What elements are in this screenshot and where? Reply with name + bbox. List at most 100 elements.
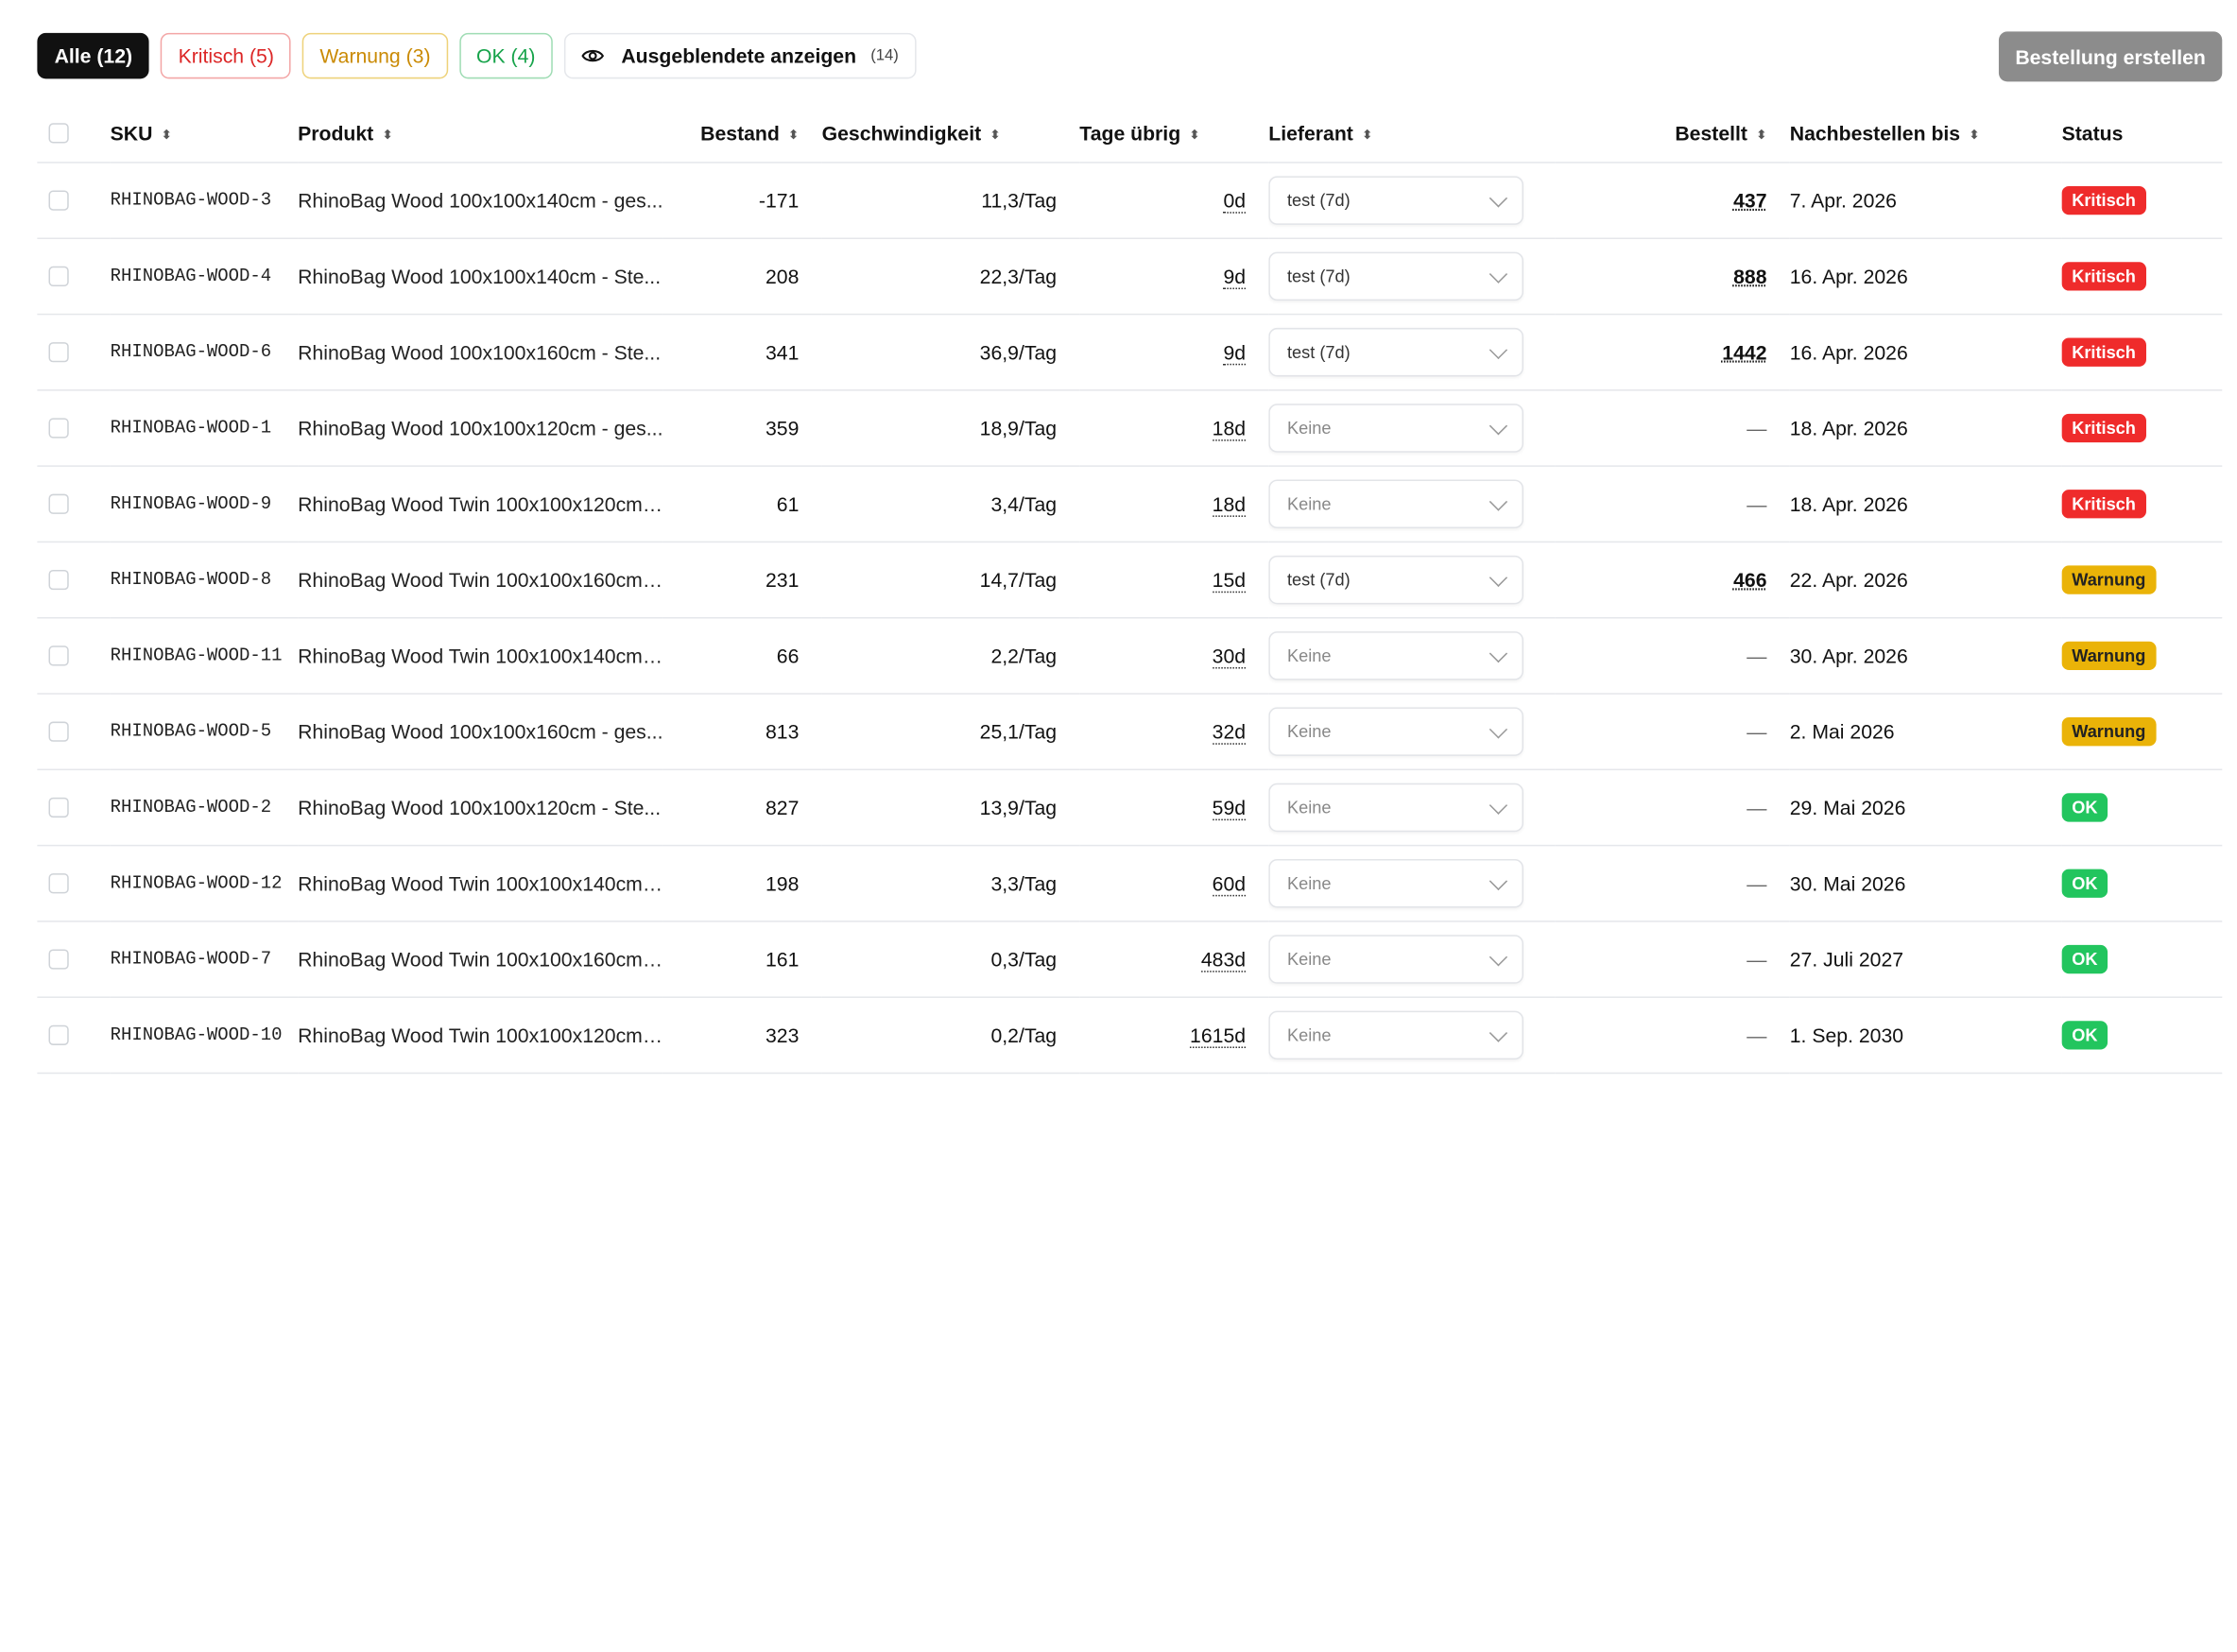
supplier-select[interactable]: Keine (1268, 707, 1523, 756)
show-hidden-toggle[interactable]: Ausgeblendete anzeigen (14) (563, 32, 917, 79)
ordered-value[interactable]: 437 (1733, 188, 1767, 213)
days-left-cell: 18d (1079, 389, 1269, 467)
table-row[interactable]: RHINOBAG-WOOD-5 RhinoBag Wood 100x100x160… (37, 694, 2223, 771)
days-left-value[interactable]: 59d (1212, 796, 1247, 821)
filter-warning[interactable]: Warnung (3) (302, 32, 448, 79)
filter-all[interactable]: Alle (12) (37, 32, 150, 79)
supplier-cell: Keine (1268, 617, 1556, 695)
days-left-value[interactable]: 9d (1223, 340, 1247, 366)
table-row[interactable]: RHINOBAG-WOOD-12 RhinoBag Wood Twin 100x1… (37, 845, 2223, 922)
row-checkbox[interactable] (48, 873, 69, 894)
ordered-cell: — (1555, 466, 1790, 543)
days-left-value[interactable]: 0d (1223, 188, 1247, 214)
select-all-checkbox[interactable] (48, 123, 69, 144)
supplier-select[interactable]: test (7d) (1268, 327, 1523, 377)
supplier-value: Keine (1286, 721, 1332, 742)
table-row[interactable]: RHINOBAG-WOOD-3 RhinoBag Wood 100x100x140… (37, 162, 2223, 240)
days-left-value[interactable]: 18d (1212, 416, 1247, 441)
select-all-cell (37, 104, 111, 163)
col-supplier[interactable]: Lieferant ⬍ (1268, 104, 1556, 163)
supplier-select[interactable]: test (7d) (1268, 176, 1523, 225)
chevron-down-icon (1488, 264, 1508, 284)
supplier-cell: Keine (1268, 845, 1556, 922)
supplier-value: Keine (1286, 493, 1332, 514)
row-checkbox[interactable] (48, 190, 69, 211)
ordered-cell: 437 (1555, 162, 1790, 240)
table-row[interactable]: RHINOBAG-WOOD-4 RhinoBag Wood 100x100x140… (37, 238, 2223, 316)
row-checkbox[interactable] (48, 797, 69, 818)
supplier-select[interactable]: Keine (1268, 859, 1523, 908)
supplier-value: test (7d) (1286, 266, 1351, 286)
col-days-left[interactable]: Tage übrig ⬍ (1079, 104, 1269, 163)
table-row[interactable]: RHINOBAG-WOOD-8 RhinoBag Wood Twin 100x10… (37, 542, 2223, 619)
stock-cell: 66 (662, 617, 822, 695)
row-checkbox[interactable] (48, 645, 69, 666)
row-checkbox[interactable] (48, 569, 69, 591)
ordered-value[interactable]: 1442 (1722, 340, 1767, 364)
filter-critical[interactable]: Kritisch (5) (161, 32, 292, 79)
ordered-value[interactable]: 466 (1733, 568, 1767, 592)
supplier-select[interactable]: Keine (1268, 479, 1523, 529)
table-row[interactable]: RHINOBAG-WOOD-6 RhinoBag Wood 100x100x160… (37, 314, 2223, 391)
create-order-button[interactable]: Bestellung erstellen (1998, 31, 2223, 82)
table-row[interactable]: RHINOBAG-WOOD-1 RhinoBag Wood 100x100x120… (37, 389, 2223, 467)
row-select-cell (37, 617, 111, 695)
stock-cell: 198 (662, 845, 822, 922)
table-row[interactable]: RHINOBAG-WOOD-2 RhinoBag Wood 100x100x120… (37, 769, 2223, 847)
sku-cell: RHINOBAG-WOOD-10 (110, 997, 299, 1075)
table-row[interactable]: RHINOBAG-WOOD-11 RhinoBag Wood Twin 100x1… (37, 617, 2223, 695)
row-checkbox[interactable] (48, 1024, 69, 1045)
supplier-select[interactable]: Keine (1268, 783, 1523, 833)
ordered-cell: — (1555, 921, 1790, 998)
row-checkbox[interactable] (48, 949, 69, 970)
row-checkbox[interactable] (48, 342, 69, 363)
chevron-down-icon (1488, 795, 1508, 815)
col-stock[interactable]: Bestand ⬍ (662, 104, 822, 163)
col-sku[interactable]: SKU ⬍ (110, 104, 299, 163)
chevron-down-icon (1488, 340, 1508, 359)
velocity-cell: 14,7/Tag (821, 542, 1080, 619)
ordered-value: — (1747, 1024, 1767, 1047)
days-left-value[interactable]: 30d (1212, 644, 1247, 669)
supplier-select[interactable]: Keine (1268, 404, 1523, 453)
filter-ok[interactable]: OK (4) (458, 32, 553, 79)
supplier-select[interactable]: test (7d) (1268, 251, 1523, 301)
row-checkbox[interactable] (48, 721, 69, 742)
row-checkbox[interactable] (48, 418, 69, 439)
supplier-select[interactable]: Keine (1268, 1010, 1523, 1060)
supplier-value: Keine (1286, 873, 1332, 894)
col-velocity[interactable]: Geschwindigkeit ⬍ (821, 104, 1080, 163)
supplier-select[interactable]: test (7d) (1268, 555, 1523, 605)
hidden-count: (14) (870, 46, 899, 65)
supplier-select[interactable]: Keine (1268, 935, 1523, 984)
days-left-value[interactable]: 9d (1223, 265, 1247, 290)
days-left-value[interactable]: 32d (1212, 720, 1247, 745)
supplier-select[interactable]: Keine (1268, 631, 1523, 680)
row-checkbox[interactable] (48, 266, 69, 286)
chevron-down-icon (1488, 1023, 1508, 1041)
days-left-value[interactable]: 15d (1212, 568, 1247, 594)
days-left-value[interactable]: 18d (1212, 492, 1247, 517)
days-left-value[interactable]: 60d (1212, 871, 1247, 897)
col-reorder-by[interactable]: Nachbestellen bis ⬍ (1789, 104, 2062, 163)
ordered-value[interactable]: 888 (1733, 265, 1767, 288)
velocity-cell: 11,3/Tag (821, 162, 1080, 240)
chevron-down-icon (1488, 491, 1508, 510)
table-row[interactable]: RHINOBAG-WOOD-7 RhinoBag Wood Twin 100x10… (37, 921, 2223, 998)
reorder-by-cell: 27. Juli 2027 (1789, 921, 2062, 998)
row-checkbox[interactable] (48, 493, 69, 514)
supplier-cell: Keine (1268, 997, 1556, 1075)
col-stock-label: Bestand (700, 121, 780, 146)
col-product[interactable]: Produkt ⬍ (298, 104, 663, 163)
stock-cell: 208 (662, 238, 822, 316)
velocity-cell: 25,1/Tag (821, 694, 1080, 771)
days-left-value[interactable]: 483d (1200, 947, 1247, 972)
status-cell: Kritisch (2061, 314, 2223, 391)
days-left-value[interactable]: 1615d (1190, 1024, 1247, 1048)
product-cell: RhinoBag Wood 100x100x140cm - Ste... (298, 238, 663, 316)
table-row[interactable]: RHINOBAG-WOOD-9 RhinoBag Wood Twin 100x10… (37, 466, 2223, 543)
table-row[interactable]: RHINOBAG-WOOD-10 RhinoBag Wood Twin 100x1… (37, 997, 2223, 1075)
col-ordered[interactable]: Bestellt ⬍ (1555, 104, 1790, 163)
reorder-by-cell: 2. Mai 2026 (1789, 694, 2062, 771)
